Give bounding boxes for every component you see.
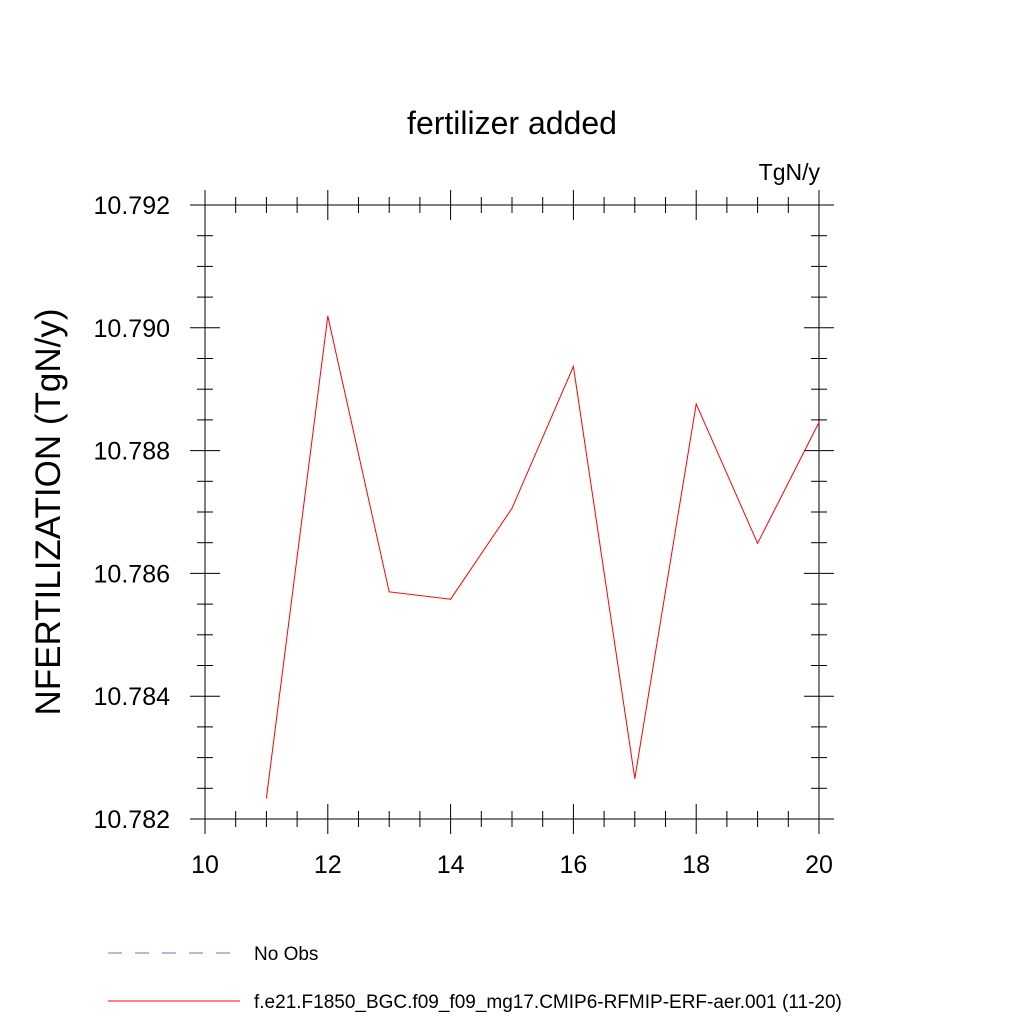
legend: No Obs f.e21.F1850_BGC.f09_f09_mg17.CMIP6… xyxy=(108,944,842,1013)
y-tick-label: 10.788 xyxy=(94,438,170,466)
data-point xyxy=(818,421,820,423)
data-point xyxy=(634,777,636,779)
x-tick-label: 12 xyxy=(314,851,342,879)
y-tick-label: 10.790 xyxy=(94,315,170,343)
series-layer xyxy=(265,315,820,799)
units-label: TgN/y xyxy=(759,159,821,185)
data-point xyxy=(265,797,267,799)
x-tick-label: 20 xyxy=(805,851,833,879)
legend-label: No Obs xyxy=(254,944,318,965)
x-tick-label: 10 xyxy=(191,851,219,879)
data-point xyxy=(572,365,574,367)
y-tick-label: 10.792 xyxy=(94,192,170,220)
legend-label: f.e21.F1850_BGC.f09_f09_mg17.CMIP6-RFMIP… xyxy=(254,992,842,1013)
y-axis-label: NFERTILIZATION (TgN/y) xyxy=(29,308,68,715)
y-tick-label: 10.786 xyxy=(94,560,170,588)
series-line xyxy=(265,316,820,799)
data-point xyxy=(388,591,390,593)
x-tick-label: 14 xyxy=(437,851,465,879)
data-point xyxy=(327,315,329,317)
x-tick-label: 16 xyxy=(559,851,587,879)
chart-title: fertilizer added xyxy=(407,105,617,141)
data-point xyxy=(450,598,452,600)
x-tick-label: 18 xyxy=(682,851,710,879)
axis-ticks: 10 12 14 16 18 20 10.782 10.784 10.786 10.788 10.7… xyxy=(94,190,834,879)
data-point xyxy=(511,507,513,509)
data-point xyxy=(757,542,759,544)
y-tick-label: 10.782 xyxy=(94,806,170,834)
y-tick-label: 10.784 xyxy=(94,683,171,711)
data-point xyxy=(695,403,697,405)
plot-frame xyxy=(204,204,820,820)
